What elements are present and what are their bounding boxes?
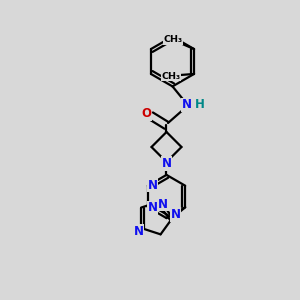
Text: N: N [171,208,181,221]
Text: N: N [148,201,158,214]
Text: N: N [148,178,158,192]
Text: H: H [195,98,204,112]
Text: N: N [134,224,144,238]
Text: O: O [141,107,151,121]
Text: N: N [161,157,172,170]
Text: CH₃: CH₃ [161,71,180,80]
Text: CH₃: CH₃ [163,35,182,44]
Text: N: N [182,98,192,112]
Text: N: N [158,198,168,211]
